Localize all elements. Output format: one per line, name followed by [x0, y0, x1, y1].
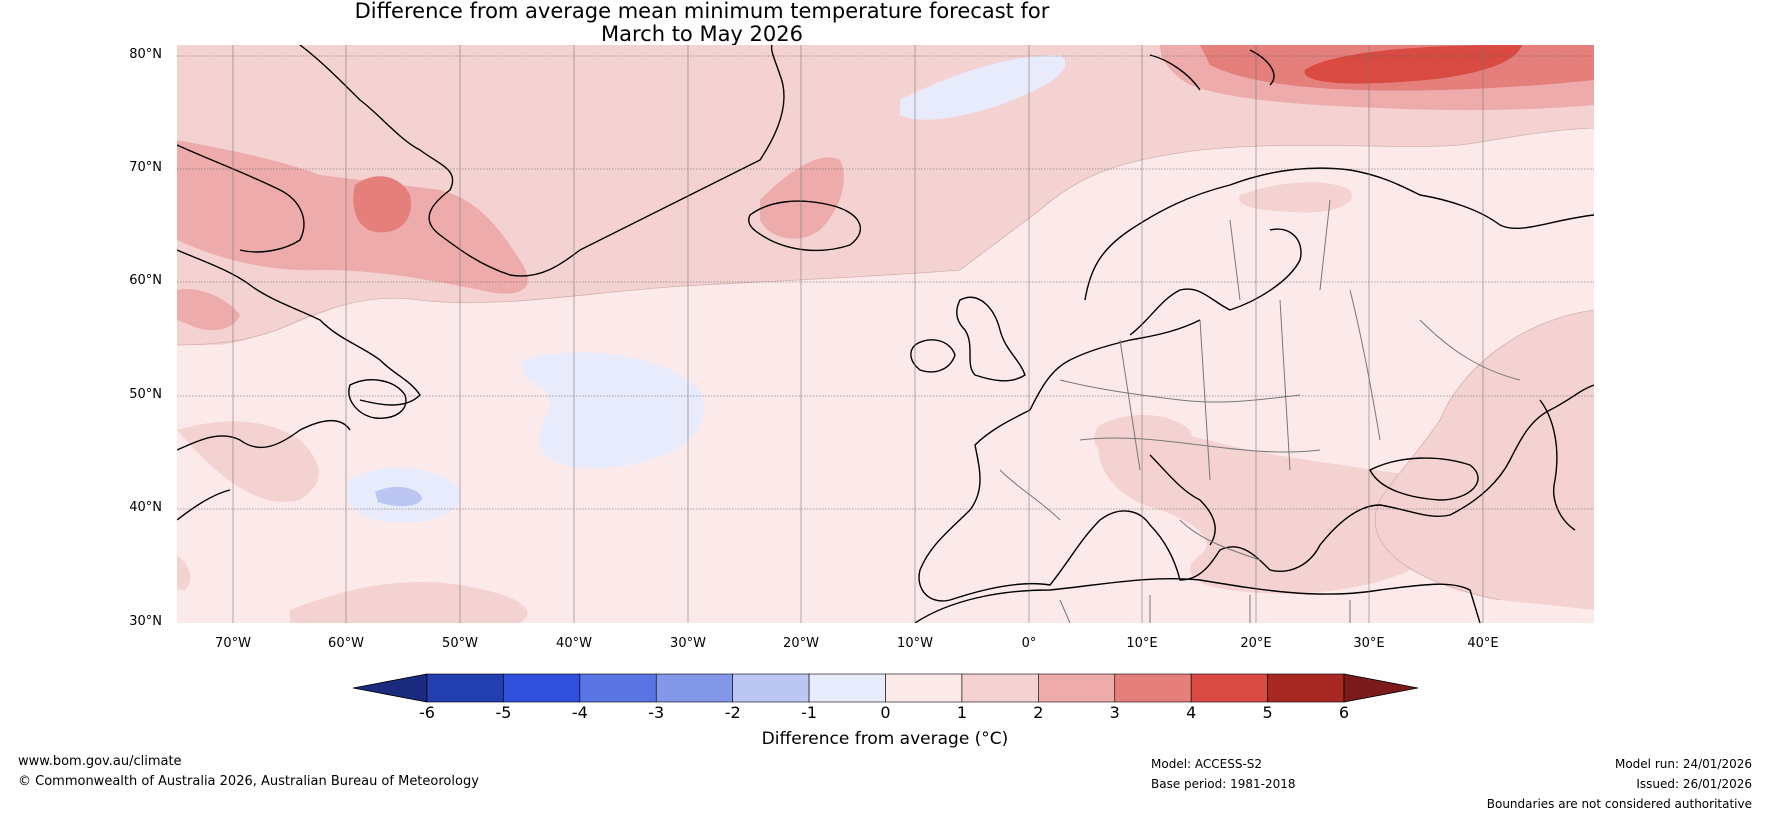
colorbar-segment — [808, 673, 886, 703]
anomaly-region-below-minus1 — [375, 486, 422, 507]
lat-label-60n: 60°N — [129, 273, 162, 288]
lon-label-50w: 50°W — [442, 636, 478, 651]
anomaly-region-1-2-southwest — [177, 555, 191, 590]
footer-model: Model: ACCESS-S2 — [1151, 757, 1263, 771]
colorbar-segment — [885, 673, 963, 703]
anomaly-region-2-3-greenland — [177, 140, 528, 294]
colorbar-segment — [1114, 673, 1192, 703]
lat-label-50n: 50°N — [129, 387, 162, 402]
lon-label-0: 0° — [1021, 636, 1037, 651]
lat-label-40n: 40°N — [129, 500, 162, 515]
colorbar-segment — [655, 673, 733, 703]
anomaly-region-1-2-scandinavia — [1239, 182, 1352, 213]
anomaly-region-1-2-north — [177, 45, 1594, 345]
footer-base-period: Base period: 1981-2018 — [1151, 777, 1296, 791]
footer-url[interactable]: www.bom.gov.au/climate — [18, 754, 182, 769]
colorbar-tick-label: -1 — [801, 703, 817, 722]
colorbar-segment — [1038, 673, 1116, 703]
colorbar-tick-label: -6 — [419, 703, 435, 722]
colorbar-tick-label: -4 — [572, 703, 588, 722]
colorbar-tick-label: 3 — [1110, 703, 1120, 722]
colorbar-segment — [1190, 673, 1268, 703]
colorbar-tick-label: 2 — [1033, 703, 1043, 722]
country-borders — [999, 199, 1521, 623]
anomaly-region-1-2-south — [290, 581, 528, 623]
colorbar-segment — [1267, 673, 1345, 703]
anomaly-region-below-0-atlantic — [521, 352, 705, 469]
anomaly-region-1-2-mediterranean — [1098, 427, 1459, 594]
footer-copyright: © Commonwealth of Australia 2026, Austra… — [18, 774, 479, 789]
map-title-line2: March to May 2026 — [601, 22, 803, 46]
colorbar-tick-label: -3 — [648, 703, 664, 722]
footer-issued: Issued: 26/01/2026 — [1636, 777, 1752, 791]
colorbar-extend-low — [352, 673, 428, 703]
map-title-line1: Difference from average mean minimum tem… — [354, 0, 1050, 23]
colorbar-segment — [426, 673, 504, 703]
colorbar-extend-high — [1343, 673, 1419, 703]
lon-label-30e: 30°E — [1353, 636, 1385, 651]
colorbar-tick-label: 4 — [1186, 703, 1196, 722]
lat-label-80n: 80°N — [129, 47, 162, 62]
coastlines — [177, 45, 1594, 623]
footer-model-run: Model run: 24/01/2026 — [1614, 757, 1752, 771]
lon-label-60w: 60°W — [328, 636, 364, 651]
colorbar-segment — [961, 673, 1039, 703]
anomaly-region-below-0-north — [900, 55, 1066, 120]
lon-label-40w: 40°W — [556, 636, 592, 651]
lon-label-20w: 20°W — [783, 636, 819, 651]
anomaly-region-4-5-arctic — [1304, 45, 1522, 84]
lon-label-40e: 40°E — [1467, 636, 1499, 651]
colorbar-tick-label: -5 — [495, 703, 511, 722]
colorbar-tick-label: 5 — [1262, 703, 1272, 722]
footer-disclaimer: Boundaries are not considered authoritat… — [1486, 797, 1752, 811]
lon-label-30w: 30°W — [670, 636, 706, 651]
anomaly-region-1-2-alps — [1094, 414, 1192, 466]
anomaly-region-3-4-greenland — [353, 176, 411, 233]
anomaly-region-2-3-iceland — [760, 157, 844, 239]
anomaly-region-2-3-labrador — [177, 289, 240, 331]
lat-label-30n: 30°N — [129, 614, 162, 629]
colorbar-segment — [579, 673, 657, 703]
colorbar-tick-label: 0 — [880, 703, 890, 722]
colorbar-segment — [732, 673, 810, 703]
lon-label-20e: 20°E — [1240, 636, 1272, 651]
lon-label-70w: 70°W — [215, 636, 251, 651]
lon-label-10w: 10°W — [897, 636, 933, 651]
colorbar-segment — [503, 673, 581, 703]
graticule — [177, 55, 1594, 510]
lat-label-70n: 70°N — [129, 160, 162, 175]
colorbar-tick-label: -2 — [725, 703, 741, 722]
colorbar-tick-label: 1 — [957, 703, 967, 722]
colorbar-title: Difference from average (°C) — [761, 729, 1009, 749]
lon-label-10e: 10°E — [1126, 636, 1158, 651]
colorbar-tick-label: 6 — [1339, 703, 1349, 722]
map-title: Difference from average mean minimum tem… — [0, 0, 1404, 46]
